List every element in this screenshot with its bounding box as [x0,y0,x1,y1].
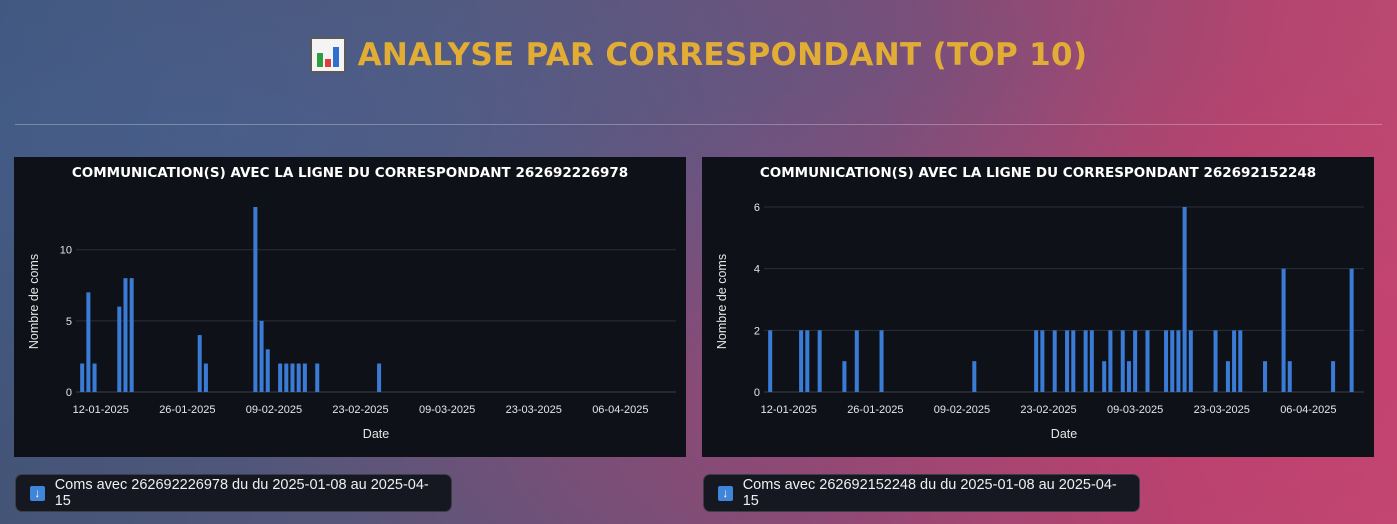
bar [265,349,270,392]
x-tick-label: 23-02-2025 [332,404,388,416]
bar [1232,330,1237,392]
bar [1176,330,1181,392]
chart-title: COMMUNICATION(S) AVEC LA LIGNE DU CORRES… [760,165,1316,181]
bar [197,335,202,392]
download-arrow-icon: ↓ [718,485,733,501]
bar [129,278,134,392]
download-label: Coms avec 262692226978 du du 2025-01-08 … [54,477,429,509]
x-tick-label: 23-03-2025 [506,404,562,416]
bar [1145,330,1150,392]
bar [1170,330,1175,392]
bar [1108,330,1113,392]
bar [799,330,804,392]
bar [123,278,128,392]
x-tick-label: 26-01-2025 [159,404,215,416]
bar [1040,330,1045,392]
bar-chart-icon [309,37,346,73]
bar [92,363,97,392]
bar [1281,268,1286,392]
y-tick-label: 0 [66,387,72,399]
bar [1164,330,1169,392]
download-arrow-icon: ↓ [30,485,45,501]
y-tick-label: 0 [754,387,760,399]
bar [1287,361,1292,392]
y-tick-label: 5 [66,316,72,328]
bar [296,363,301,392]
bar [805,330,810,392]
chart-panel-1: COMMUNICATION(S) AVEC LA LIGNE DU CORRES… [14,157,686,457]
bar [253,207,258,392]
bar [284,363,289,392]
bar [879,330,884,392]
y-tick-label: 4 [754,264,760,276]
bar [203,363,208,392]
bar [1263,361,1268,392]
bar [1083,330,1088,392]
x-tick-label: 09-03-2025 [1107,404,1163,416]
bar [1052,330,1057,392]
header-divider [15,124,1382,125]
chart-2: COMMUNICATION(S) AVEC LA LIGNE DU CORRES… [715,165,1364,441]
bar [1133,330,1138,392]
y-tick-label: 2 [754,325,760,337]
x-tick-label: 12-01-2025 [761,404,817,416]
chart-title: COMMUNICATION(S) AVEC LA LIGNE DU CORRES… [72,165,628,181]
x-tick-label: 09-02-2025 [934,404,990,416]
x-tick-label: 06-04-2025 [1280,404,1336,416]
bar [768,330,773,392]
x-tick-label: 12-01-2025 [73,404,129,416]
bar [972,361,977,392]
bar [1065,330,1070,392]
bar [259,320,264,392]
bar [817,330,822,392]
x-tick-label: 06-04-2025 [592,404,648,416]
bar [278,363,283,392]
page-title: ANALYSE PAR CORRESPONDANT (TOP 10) [357,37,1088,73]
bar [86,292,91,392]
bar [1225,361,1230,392]
bar [842,361,847,392]
chart-1: COMMUNICATION(S) AVEC LA LIGNE DU CORRES… [27,165,676,441]
x-tick-label: 09-02-2025 [246,404,302,416]
x-tick-label: 09-03-2025 [419,404,475,416]
bar [1213,330,1218,392]
bar [1349,268,1354,392]
download-button-1[interactable]: ↓ Coms avec 262692226978 du du 2025-01-0… [15,474,452,512]
page-header: ANALYSE PAR CORRESPONDANT (TOP 10) [0,32,1397,78]
bar [1182,207,1187,392]
y-axis-label: Nombre de coms [27,254,41,349]
bar [117,306,122,392]
bar [1089,330,1094,392]
bar [1238,330,1243,392]
x-axis-label: Date [1051,427,1077,441]
x-tick-label: 23-03-2025 [1194,404,1250,416]
bar [290,363,295,392]
bar [1120,330,1125,392]
bar [1188,330,1193,392]
y-tick-label: 10 [60,245,72,257]
bar [1126,361,1131,392]
bar [302,363,307,392]
download-label: Coms avec 262692152248 du du 2025-01-08 … [742,477,1117,509]
bar [1102,361,1107,392]
bar [315,363,320,392]
x-tick-label: 23-02-2025 [1020,404,1076,416]
y-tick-label: 6 [754,202,760,214]
bar [80,363,85,392]
chart-panel-2: COMMUNICATION(S) AVEC LA LIGNE DU CORRES… [702,157,1374,457]
y-axis-label: Nombre de coms [715,254,729,349]
bar [1034,330,1039,392]
bar [1331,361,1336,392]
bar [854,330,859,392]
x-tick-label: 26-01-2025 [847,404,903,416]
bar [1071,330,1076,392]
bar [377,363,382,392]
x-axis-label: Date [363,427,389,441]
download-button-2[interactable]: ↓ Coms avec 262692152248 du du 2025-01-0… [703,474,1140,512]
